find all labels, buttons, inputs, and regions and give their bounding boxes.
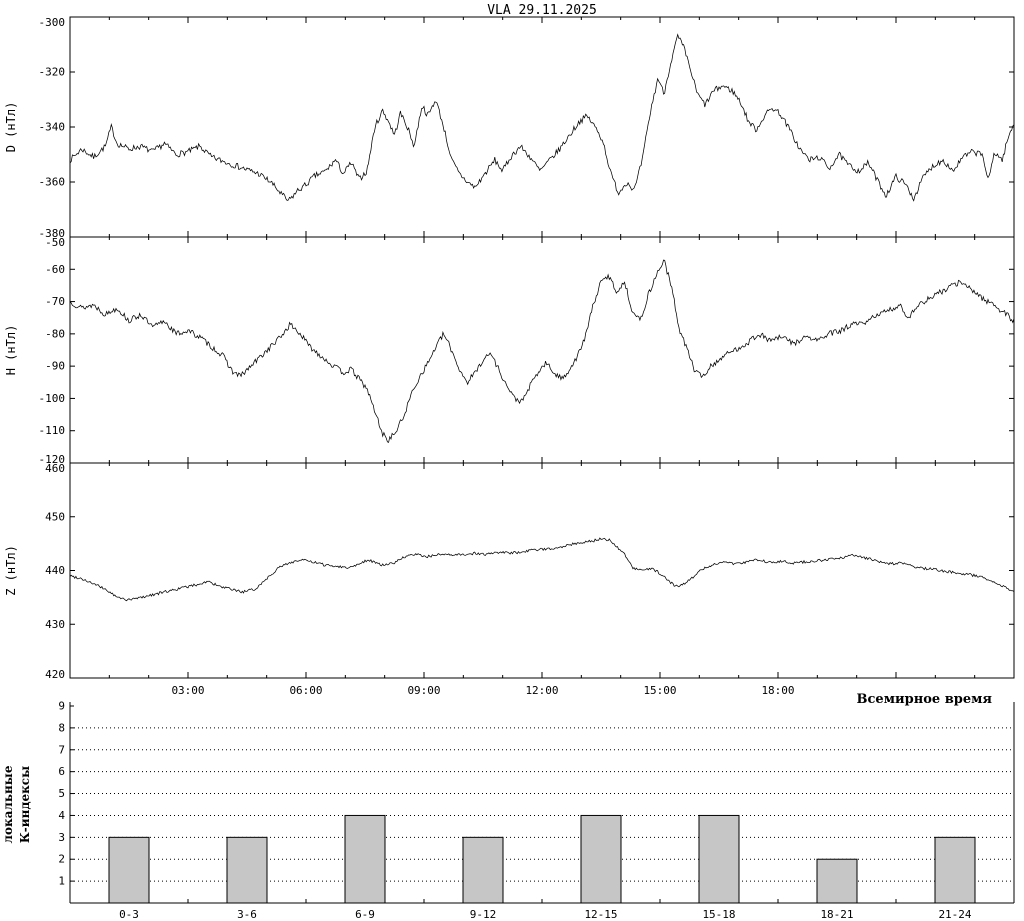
panel-D: -380 -360 -340 -320 -300 D (нТл) — [4, 16, 1015, 240]
y-tick-label: 440 — [45, 564, 65, 577]
y-tick-label: -360 — [39, 176, 66, 189]
panel-Z: 420 430 440 450 460 Z (нТл) — [4, 462, 1015, 681]
k-index-category-label: 15-18 — [702, 908, 735, 921]
k-tick-label: 6 — [58, 765, 65, 778]
k-tick-label: 1 — [58, 875, 65, 888]
k-tick-label: 4 — [58, 809, 65, 822]
y-tick-label: -120 — [39, 453, 66, 466]
k-axis-label: К-индексы — [18, 766, 32, 843]
universal-time-label: Всемирное время — [857, 692, 993, 707]
k-index-bar — [344, 814, 386, 904]
k-index-category-label: 3-6 — [237, 908, 257, 921]
y-tick-label: -340 — [39, 121, 66, 134]
y-axis-label-H: H (нТл) — [4, 325, 18, 376]
k-index-bar — [934, 836, 976, 904]
y-tick-label: -90 — [45, 360, 65, 373]
y-tick-label: -320 — [39, 66, 66, 79]
x-tick-label: 06:00 — [289, 684, 322, 697]
y-tick-label: -300 — [39, 16, 66, 29]
k-tick-label: 2 — [58, 853, 65, 866]
k-index-category-label: 21-24 — [938, 908, 971, 921]
k-tick-label: 7 — [58, 743, 65, 756]
k-index-category-label: 12-15 — [584, 908, 617, 921]
y-tick-label: -60 — [45, 263, 65, 276]
x-tick-label: 12:00 — [525, 684, 558, 697]
panel-K: 1 2 3 4 5 6 7 8 9 0-3 3-6 6-9 9-12 12-15 15-18 18-21 21-… — [1, 700, 1015, 921]
k-index-category-label: 0-3 — [119, 908, 139, 921]
y-axis-label-D: D (нТл) — [4, 102, 18, 153]
k-tick-label: 9 — [58, 700, 65, 713]
k-index-bar — [698, 814, 740, 904]
series-H — [69, 259, 1015, 443]
y-tick-label: -80 — [45, 327, 65, 340]
k-tick-label: 3 — [58, 831, 65, 844]
y-tick-label: 460 — [45, 462, 65, 475]
x-tick-label: 18:00 — [761, 684, 794, 697]
k-index-bar — [108, 836, 150, 904]
chart-title: VLA 29.11.2025 — [487, 3, 597, 18]
x-tick-label: 15:00 — [643, 684, 676, 697]
panel-border — [69, 462, 1015, 679]
k-tick-label: 5 — [58, 787, 65, 800]
k-index-category-label: 18-21 — [820, 908, 853, 921]
y-tick-label: 420 — [45, 668, 65, 681]
y-tick-label: -70 — [45, 295, 65, 308]
y-tick-label: 430 — [45, 618, 65, 631]
k-index-bar — [462, 836, 504, 904]
panel-border — [69, 16, 1015, 238]
x-tick-label: 09:00 — [407, 684, 440, 697]
y-tick-label: 450 — [45, 510, 65, 523]
y-axis-label-Z: Z (нТл) — [4, 545, 18, 596]
panel-border — [69, 236, 1015, 464]
y-tick-label: -380 — [39, 227, 66, 240]
k-index-bar — [580, 814, 622, 904]
panel-H: -120 -110 -100 -90 -80 -70 -60 -50 H (нТл) — [4, 236, 1015, 466]
k-index-category-label: 9-12 — [470, 908, 497, 921]
x-tick-label: 03:00 — [171, 684, 204, 697]
y-tick-label: -110 — [39, 424, 66, 437]
k-axis-label: локальные — [1, 765, 15, 843]
k-tick-label: 8 — [58, 721, 65, 734]
series-D — [69, 33, 1015, 202]
k-index-bar — [226, 836, 268, 904]
y-tick-label: -50 — [45, 236, 65, 249]
x-axis-labels: 03:00 06:00 09:00 12:00 15:00 18:00 Всемирное … — [171, 684, 992, 707]
k-index-category-label: 6-9 — [355, 908, 375, 921]
series-Z — [69, 537, 1015, 602]
y-tick-label: -100 — [39, 392, 66, 405]
k-index-bar — [816, 858, 858, 904]
